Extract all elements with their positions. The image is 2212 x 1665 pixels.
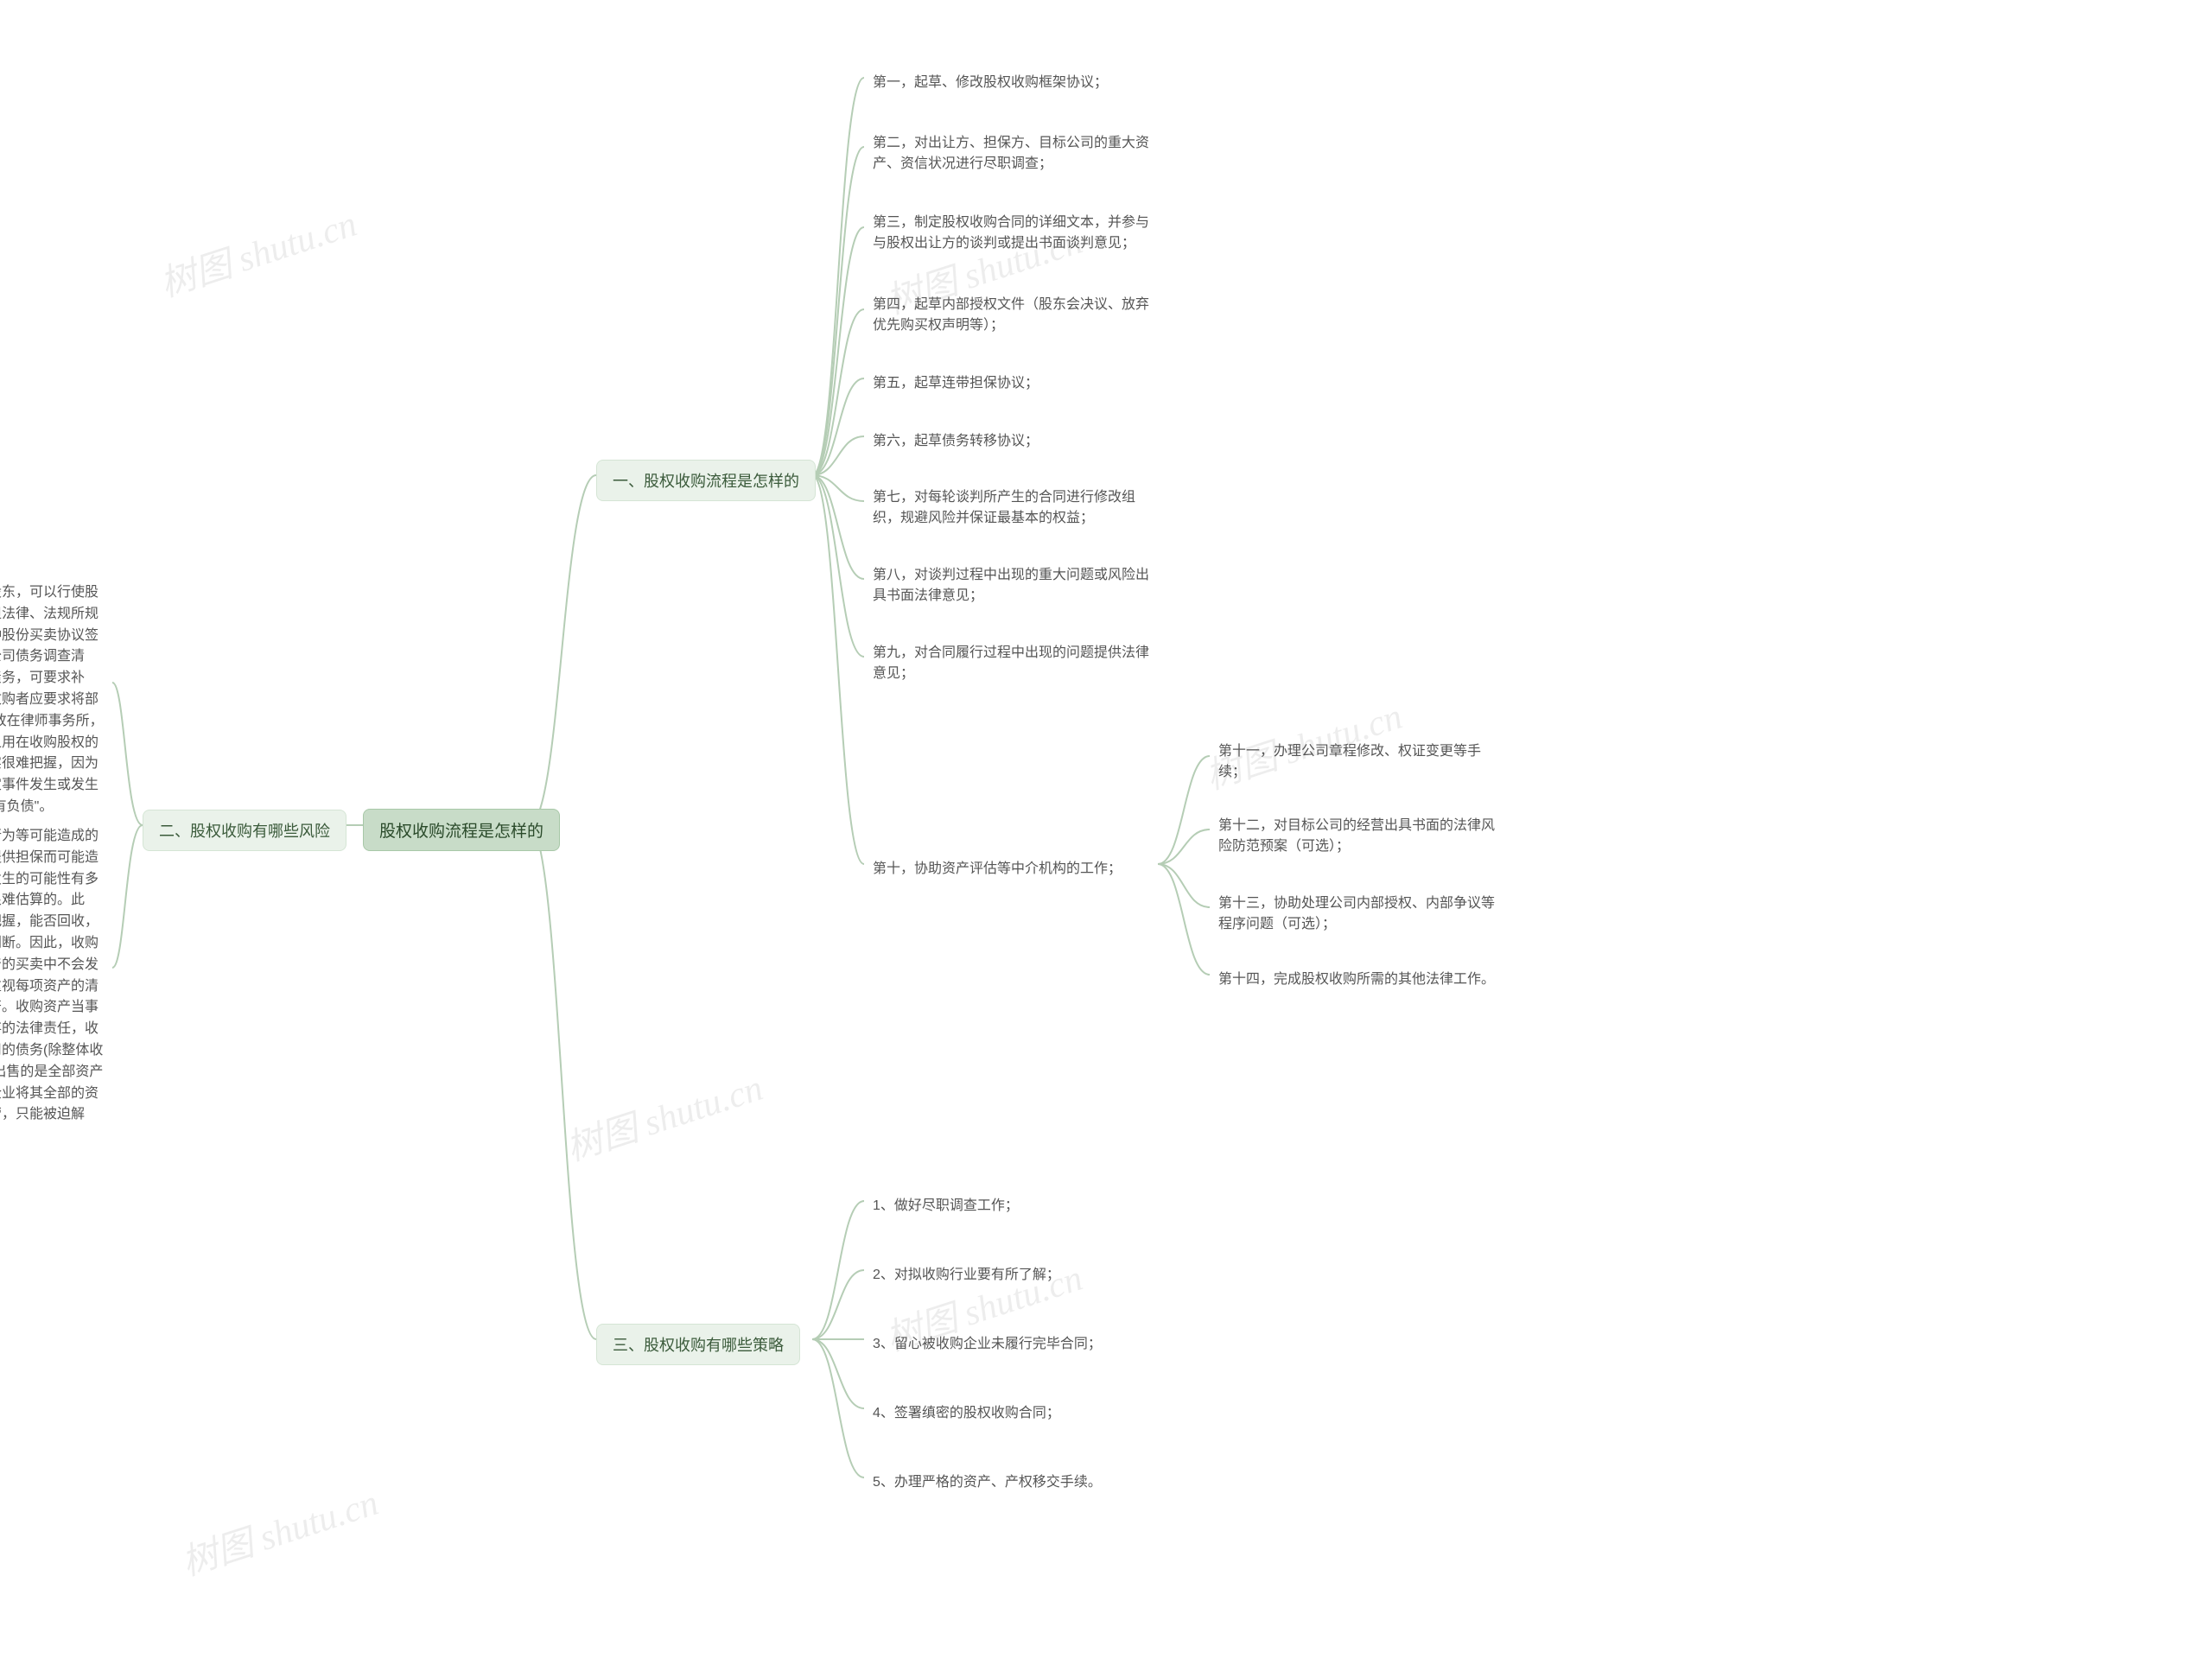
- branch-strategies[interactable]: 三、股权收购有哪些策略: [596, 1324, 800, 1365]
- process-step-13: 第十三，协助处理公司内部授权、内部争议等程序问题（可选）；: [1210, 888, 1512, 940]
- process-step-7: 第七，对每轮谈判所产生的合同进行修改组织，规避风险并保证最基本的权益；: [864, 482, 1166, 534]
- process-step-4: 第四，起草内部授权文件（股东会决议、放弃优先购买权声明等）；: [864, 289, 1166, 341]
- risk-paragraph-1: 收购者成为被收购公司的股东，可以行使股东的相应的权利，但须承担法律、法规所规定的…: [0, 577, 112, 823]
- process-step-9: 第九，对合同履行过程中出现的问题提供法律意见；: [864, 638, 1166, 690]
- process-step-11: 第十一，办理公司章程修改、权证变更等手续；: [1210, 736, 1512, 788]
- process-step-3: 第三，制定股权收购合同的详细文本，并参与与股权出让方的谈判或提出书面谈判意见；: [864, 207, 1166, 259]
- process-step-12: 第十二，对目标公司的经营出具书面的法律风险防范预案（可选）；: [1210, 810, 1512, 862]
- watermark: 树图 shutu.cn: [174, 1473, 384, 1586]
- strategy-3: 3、留心被收购企业未履行完毕合同；: [864, 1329, 1166, 1360]
- watermark: 树图 shutu.cn: [152, 194, 362, 308]
- strategy-2: 2、对拟收购行业要有所了解；: [864, 1260, 1166, 1291]
- risk-paragraph-2: 主要是因相税争讼、侵权行为等可能造成的损失，以及对他人的债务提供担保而可能造成损…: [0, 821, 112, 1153]
- branch-process[interactable]: 一、股权收购流程是怎样的: [596, 460, 816, 501]
- process-step-10: 第十，协助资产评估等中介机构的工作；: [864, 854, 1166, 885]
- strategy-5: 5、办理严格的资产、产权移交手续。: [864, 1467, 1166, 1498]
- process-step-1: 第一，起草、修改股权收购框架协议；: [864, 67, 1166, 99]
- strategy-1: 1、做好尽职调查工作；: [864, 1191, 1166, 1222]
- watermark: 树图 shutu.cn: [558, 1058, 768, 1172]
- process-step-6: 第六，起草债务转移协议；: [864, 426, 1166, 457]
- process-step-2: 第二，对出让方、担保方、目标公司的重大资产、资信状况进行尽职调查；: [864, 128, 1166, 180]
- process-step-5: 第五，起草连带担保协议；: [864, 368, 1166, 399]
- process-step-14: 第十四，完成股权收购所需的其他法律工作。: [1210, 964, 1512, 995]
- process-step-8: 第八，对谈判过程中出现的重大问题或风险出具书面法律意见；: [864, 560, 1166, 612]
- mindmap-container: 树图 shutu.cn 树图 shutu.cn 树图 shutu.cn 树图 s…: [0, 0, 2212, 1665]
- root-node[interactable]: 股权收购流程是怎样的: [363, 809, 560, 851]
- strategy-4: 4、签署缜密的股权收购合同；: [864, 1398, 1166, 1429]
- branch-risks[interactable]: 二、股权收购有哪些风险: [143, 810, 346, 851]
